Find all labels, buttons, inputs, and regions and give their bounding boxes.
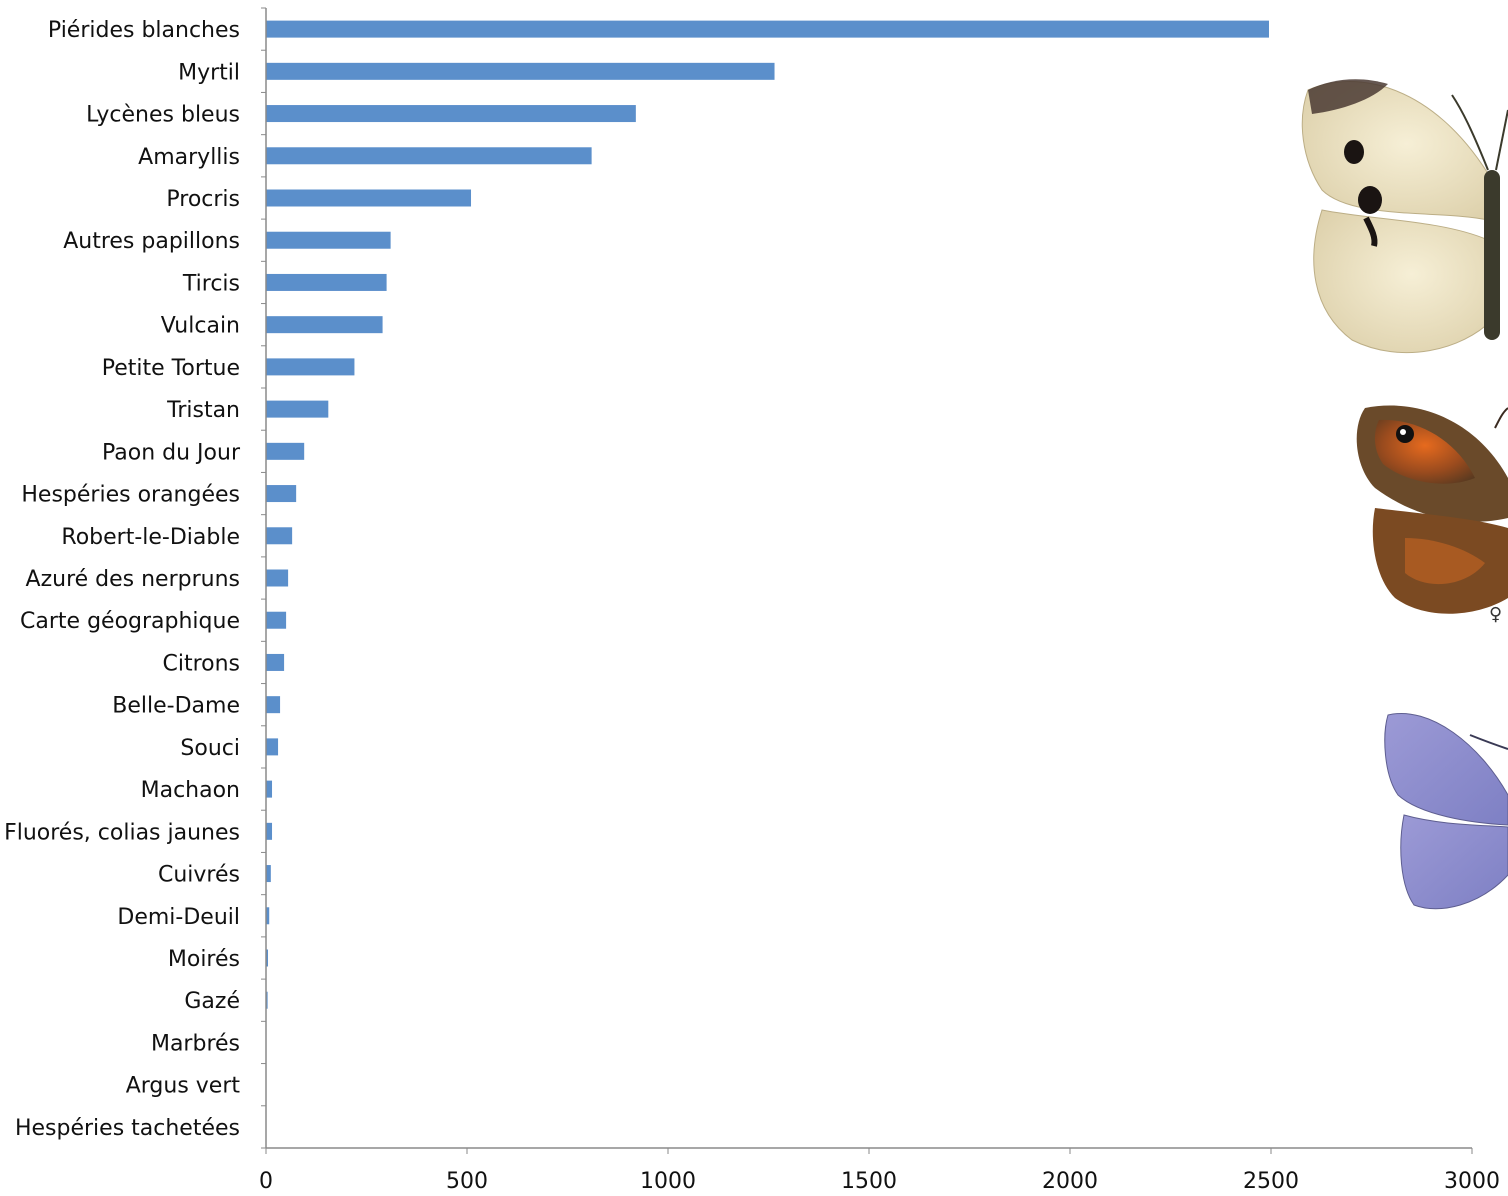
category-label: Fluorés, colias jaunes xyxy=(4,820,240,845)
category-label: Azuré des nerpruns xyxy=(26,567,240,592)
x-tick-labels: 0 500 1000 1500 2000 2500 3000 xyxy=(259,1169,1500,1194)
category-label: Paon du Jour xyxy=(102,440,241,465)
bar-11 xyxy=(266,485,297,503)
bar-4 xyxy=(266,189,472,207)
x-tick-label: 0 xyxy=(259,1169,273,1194)
white-butterfly-illustration xyxy=(1292,70,1508,370)
category-label: Citrons xyxy=(162,651,240,676)
brown-butterfly-illustration: ♀ xyxy=(1345,398,1508,638)
bar-13 xyxy=(266,569,289,587)
category-label: Carte géographique xyxy=(20,609,240,634)
bar-0 xyxy=(266,20,1269,38)
bar-22 xyxy=(266,949,269,967)
bar-15 xyxy=(266,653,285,671)
svg-text:♀: ♀ xyxy=(1489,604,1502,625)
bar-14 xyxy=(266,611,287,629)
category-label: Tircis xyxy=(182,271,240,296)
category-label: Hespéries orangées xyxy=(21,483,240,508)
category-label: Machaon xyxy=(141,778,240,803)
category-labels: Piérides blanches Myrtil Lycènes bleus Amar… xyxy=(4,18,241,1141)
category-label: Hespéries tachetées xyxy=(15,1116,240,1141)
axes xyxy=(261,7,1473,1154)
blue-butterfly-illustration xyxy=(1380,705,1508,925)
category-label: Piérides blanches xyxy=(48,18,240,43)
category-label: Belle-Dame xyxy=(112,694,240,719)
category-label: Argus vert xyxy=(126,1074,241,1099)
category-label: Amaryllis xyxy=(138,145,240,170)
category-label: Cuivrés xyxy=(158,863,240,888)
x-tick-label: 2000 xyxy=(1042,1169,1098,1194)
bar-10 xyxy=(266,442,305,460)
category-label: Procris xyxy=(166,187,240,212)
category-label: Myrtil xyxy=(178,60,240,85)
bar-18 xyxy=(266,780,273,798)
category-label: Autres papillons xyxy=(63,229,240,254)
bar-17 xyxy=(266,738,279,756)
category-label: Lycènes bleus xyxy=(86,103,240,128)
category-label: Souci xyxy=(180,736,240,761)
bar-12 xyxy=(266,527,293,545)
category-label: Tristan xyxy=(166,398,240,423)
x-tick-label: 500 xyxy=(446,1169,488,1194)
bar-8 xyxy=(266,358,355,376)
x-tick-label: 2500 xyxy=(1243,1169,1299,1194)
x-tick-label: 1500 xyxy=(841,1169,897,1194)
bar-20 xyxy=(266,865,271,883)
category-label: Vulcain xyxy=(161,314,240,339)
x-tick-label: 3000 xyxy=(1444,1169,1500,1194)
category-label: Gazé xyxy=(184,989,240,1014)
bar-3 xyxy=(266,147,592,165)
bar-7 xyxy=(266,316,383,334)
category-label: Demi-Deuil xyxy=(117,905,240,930)
bar-1 xyxy=(266,62,775,80)
bar-2 xyxy=(266,105,636,123)
category-label: Marbrés xyxy=(151,1031,240,1056)
bars-layer xyxy=(266,20,1269,1051)
category-label: Petite Tortue xyxy=(102,356,240,381)
bar-5 xyxy=(266,231,391,249)
bar-16 xyxy=(266,696,281,714)
category-label: Moirés xyxy=(168,947,240,972)
bar-23 xyxy=(266,991,268,1009)
category-label: Robert-le-Diable xyxy=(61,525,240,550)
bar-6 xyxy=(266,273,387,291)
bar-19 xyxy=(266,822,273,840)
bar-21 xyxy=(266,907,270,925)
bar-9 xyxy=(266,400,329,418)
x-tick-label: 1000 xyxy=(640,1169,696,1194)
